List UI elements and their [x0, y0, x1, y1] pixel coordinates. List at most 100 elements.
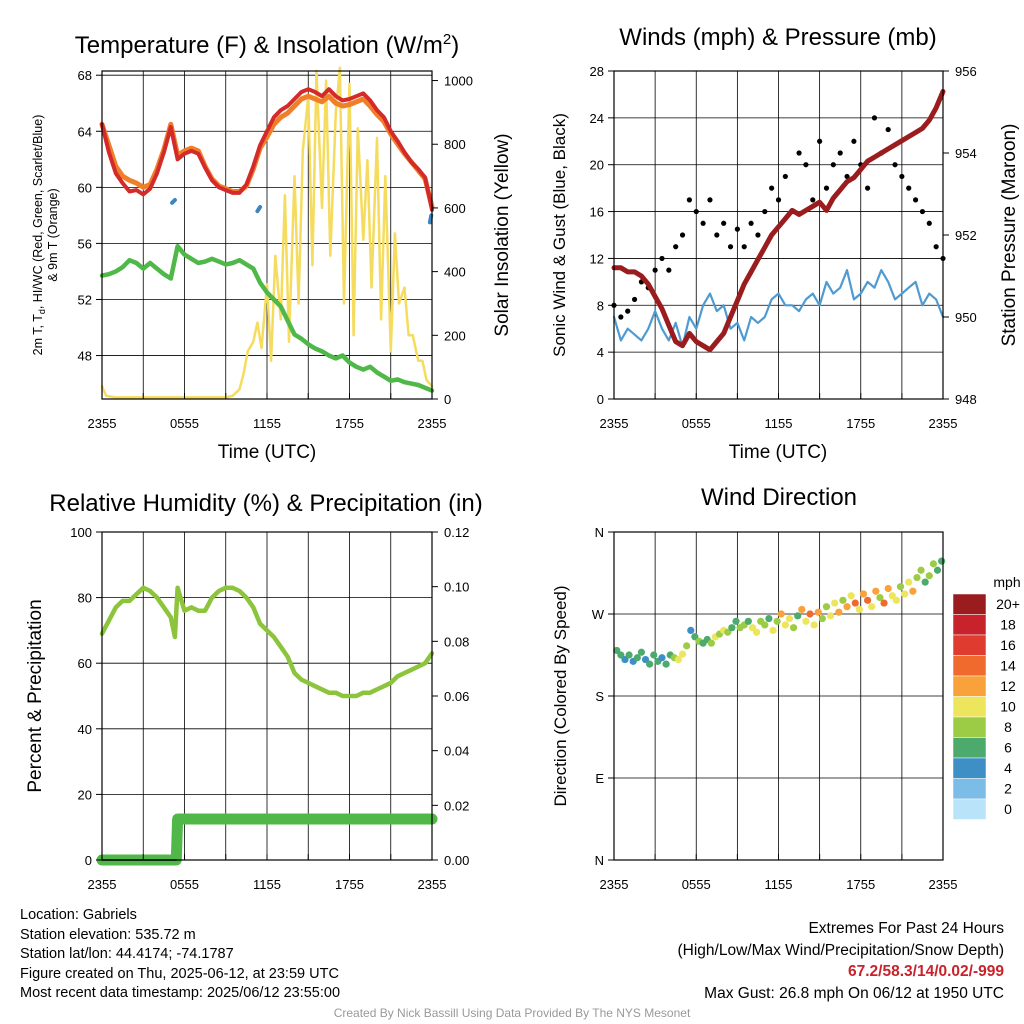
colorbar-label-4: 12 — [1000, 678, 1016, 694]
colorbar-swatch-7 — [952, 737, 987, 759]
pressure-rtick-2: 952 — [955, 228, 977, 243]
precip-rtick-1: 0.02 — [444, 798, 469, 813]
winds-axes: 0 4 8 12 16 20 24 28 948 950 952 954 956 2355 0555 1155… — [590, 64, 977, 431]
precip-rtick-6: 0.12 — [444, 525, 469, 540]
direction-point — [637, 648, 646, 656]
direction-point — [752, 628, 761, 636]
direction-point — [859, 590, 868, 598]
gust-point — [748, 220, 754, 226]
direction-point — [851, 599, 859, 607]
gust-point — [707, 197, 713, 203]
direction-point — [905, 578, 913, 586]
direction-point — [831, 599, 839, 607]
gust-point — [885, 126, 891, 133]
direction-point — [814, 608, 822, 616]
temp-xtick-4: 2355 — [418, 416, 447, 431]
direction-point — [625, 651, 633, 659]
dir-xtick-3: 1755 — [846, 877, 875, 892]
direction-point — [810, 621, 818, 629]
gust-point — [700, 220, 706, 226]
direction-point — [835, 608, 843, 616]
direction-point — [773, 617, 781, 625]
colorbar-label-1: 18 — [1000, 617, 1016, 633]
direction-point — [843, 603, 851, 611]
rh-ytick-1: 20 — [78, 787, 92, 802]
gust-point — [666, 267, 672, 273]
precip-rtick-5: 0.10 — [444, 580, 469, 595]
direction-point — [896, 583, 905, 591]
direction-point — [761, 621, 769, 629]
direction-point — [864, 596, 872, 604]
rh-ytick-0: 0 — [85, 853, 92, 868]
temperature-title: Temperature (F) & Insolation (W/m2) — [75, 31, 459, 59]
direction-point — [707, 639, 715, 647]
direction-point — [687, 626, 695, 635]
wind-xtick-4: 2355 — [929, 416, 958, 431]
speed-colorbar: 20+ 18 16 14 12 10 8 6 4 2 0 — [952, 593, 1020, 820]
colorbar-swatch-4 — [952, 675, 987, 697]
solar-rtick-1: 200 — [444, 328, 466, 343]
precip-rtick-4: 0.08 — [444, 634, 469, 649]
winds-panel: Winds (mph) & Pressure (mb) 0 4 8 12 16 20 24 2… — [550, 24, 1020, 463]
direction-point — [769, 626, 777, 635]
dir-xtick-0: 2355 — [600, 877, 629, 892]
gust-point — [830, 162, 836, 168]
pressure-rtick-1: 950 — [955, 310, 977, 325]
direction-point — [789, 624, 798, 632]
direction-point — [933, 566, 942, 574]
gust-point — [721, 220, 727, 226]
direction-point — [826, 612, 835, 620]
temp-ytick-1: 52 — [78, 292, 92, 307]
station-elevation: Station elevation: 535.72 m — [20, 926, 196, 943]
direction-point — [938, 557, 946, 565]
temp-xtick-2: 1155 — [253, 416, 281, 431]
solar-rtick-3: 600 — [444, 201, 466, 216]
direction-point — [785, 614, 794, 623]
gust-point — [775, 197, 782, 203]
pressure-rtick-0: 948 — [955, 392, 977, 407]
direction-point — [798, 605, 806, 614]
direction-point — [822, 603, 831, 611]
temp-ytick-5: 68 — [78, 68, 92, 83]
direction-point — [633, 654, 641, 662]
direction-point — [884, 584, 892, 593]
wind-direction-ylabel: Direction (Colored By Speed) — [551, 585, 570, 806]
wind-ytick-5: 20 — [590, 158, 604, 173]
temp-xtick-0: 2355 — [88, 416, 117, 431]
extremes-values: 67.2/58.3/14/0.02/-999 — [848, 963, 1004, 980]
direction-point — [650, 651, 658, 659]
precip-rtick-2: 0.04 — [444, 744, 469, 759]
temp-ytick-2: 56 — [78, 236, 92, 251]
colorbar-swatch-1 — [952, 614, 987, 636]
gust-point — [803, 162, 809, 168]
gust-point — [659, 255, 665, 262]
direction-point — [683, 642, 691, 650]
direction-point — [802, 617, 810, 625]
gust-point — [686, 197, 692, 203]
wind-direction-panel: Wind Direction N E S W N 2355 0555 1155 1755 2355… — [551, 484, 1021, 892]
gust-point — [817, 138, 823, 144]
colorbar-label-0: 20+ — [996, 596, 1020, 612]
gust-point — [871, 115, 878, 121]
colorbar-swatch-10 — [952, 798, 987, 820]
direction-point — [806, 610, 814, 618]
wind-ytick-2: 8 — [597, 298, 604, 313]
wind-ytick-3: 12 — [590, 251, 604, 266]
direction-point — [728, 624, 736, 632]
wind-direction-title: Wind Direction — [701, 484, 857, 511]
temp-2m-line — [100, 87, 434, 212]
dir-ytick-4: N — [595, 525, 604, 540]
colorbar-swatch-5 — [952, 696, 987, 718]
winds-ylabel-left: Sonic Wind & Gust (Blue, Black) — [550, 113, 569, 357]
most-recent-timestamp: Most recent data timestamp: 2025/06/12 2… — [20, 985, 341, 1001]
humidity-panel: Relative Humidity (%) & Precipitation (i… — [25, 490, 483, 892]
windchill-segment-1 — [255, 205, 263, 214]
gust-point — [837, 150, 843, 156]
direction-point — [909, 587, 917, 595]
dir-ytick-1: E — [595, 771, 604, 786]
dir-ytick-0: N — [595, 853, 604, 868]
rh-ytick-4: 80 — [78, 591, 92, 606]
colorbar-label-8: 4 — [1004, 760, 1012, 776]
direction-point — [929, 560, 938, 568]
temperature-panel: Temperature (F) & Insolation (W/m2) 48 52… — [31, 31, 513, 463]
